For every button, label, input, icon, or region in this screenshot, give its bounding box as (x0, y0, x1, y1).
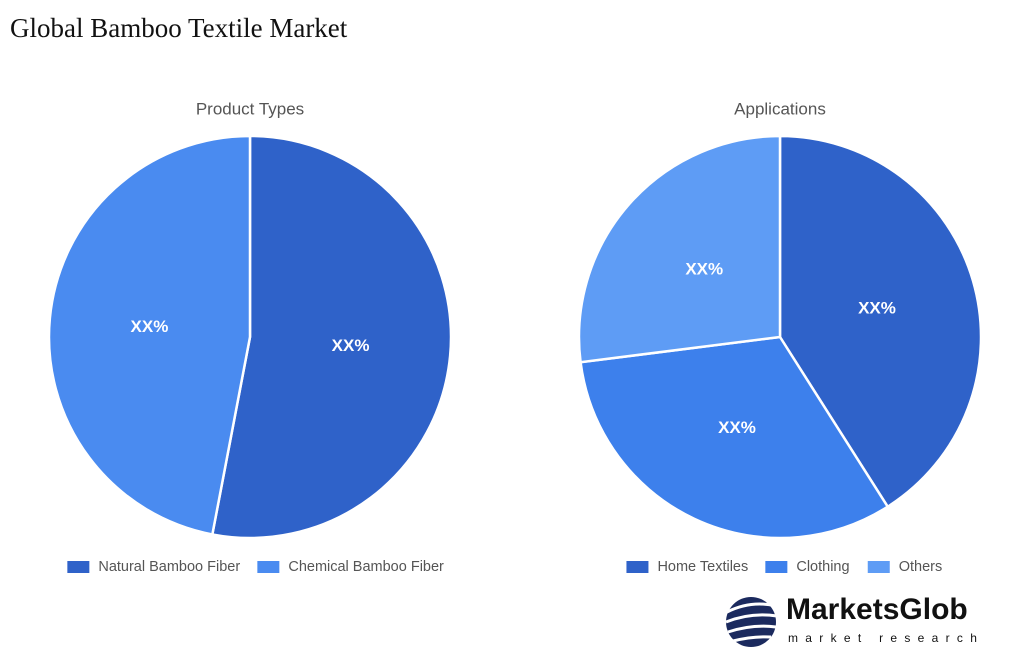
logo-stripes (725, 602, 778, 643)
chart-title: Applications (734, 99, 826, 118)
logo: MarketsGlob market research (725, 593, 984, 647)
pie-slice (577, 134, 782, 364)
chart-title: Product Types (196, 99, 304, 118)
logo-tagline: market research (788, 631, 984, 645)
pie-slice (579, 335, 890, 540)
legend-label: Clothing (796, 559, 849, 575)
value-label: XX% (332, 336, 370, 355)
legend-swatch (765, 561, 788, 573)
legend-swatch (257, 561, 280, 573)
value-label: XX% (858, 298, 896, 317)
value-label: XX% (131, 317, 169, 336)
legend-swatch (67, 561, 90, 573)
pie-slice (210, 134, 453, 540)
logo-globe (726, 597, 776, 647)
legend-label: Home Textiles (657, 559, 748, 575)
legend-label: Natural Bamboo Fiber (98, 559, 240, 575)
logo-name: MarketsGlob (786, 593, 968, 626)
legend-swatch (626, 561, 649, 573)
legend-label: Others (899, 559, 943, 575)
legend-label: Chemical Bamboo Fiber (288, 559, 444, 575)
value-label: XX% (685, 260, 723, 279)
pie-slice (47, 134, 252, 536)
value-label: XX% (718, 418, 756, 437)
page-title: Global Bamboo Textile Market (10, 13, 348, 43)
legend-swatch (867, 561, 890, 573)
